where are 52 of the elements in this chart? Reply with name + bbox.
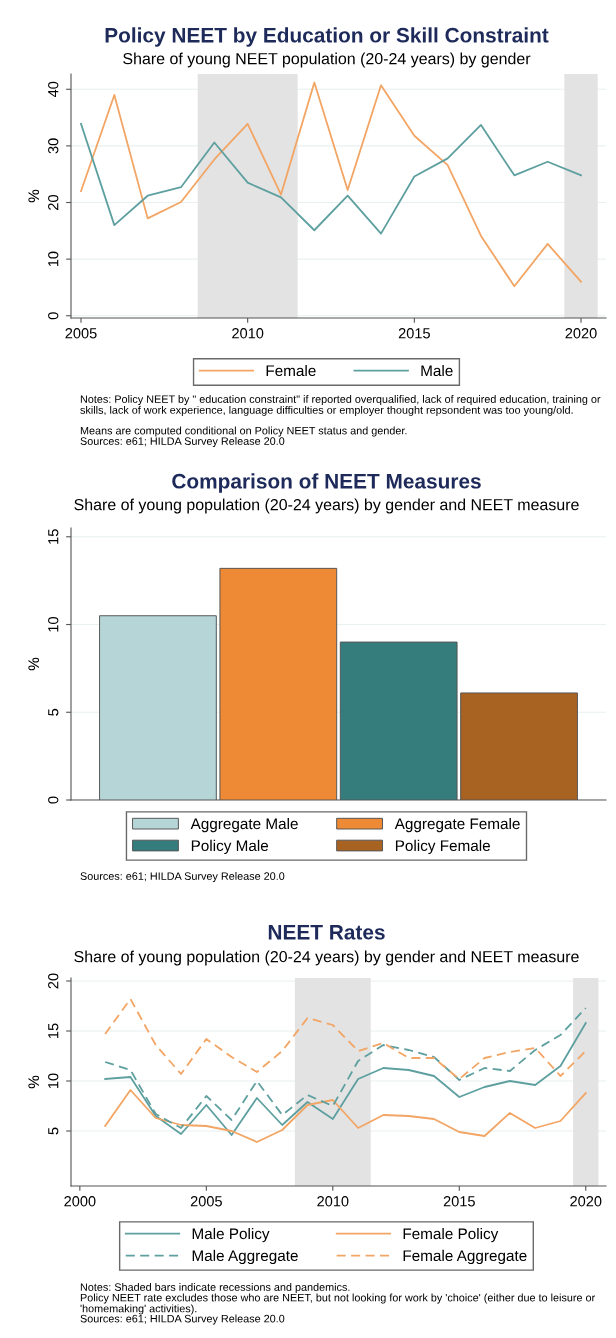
x-tick-label: 2015 xyxy=(443,1196,475,1207)
legend-label: Aggregate Female xyxy=(394,817,520,833)
chart-title: Policy NEET by Education or Skill Constraint xyxy=(105,27,549,47)
chart-title: Comparison of NEET Measures xyxy=(172,473,481,493)
y-tick-label: 10 xyxy=(48,1073,59,1088)
y-tick-label: 5 xyxy=(48,708,59,716)
y-tick-label: 30 xyxy=(48,138,59,154)
line-series xyxy=(80,81,582,288)
chart-title: NEET Rates xyxy=(268,925,385,940)
y-tick-label: 0 xyxy=(48,312,59,320)
legend-label: Policy Male xyxy=(191,839,269,855)
x-tick-label: 2005 xyxy=(65,328,97,339)
x-tick-label: 2005 xyxy=(190,1196,222,1207)
legend-label: Female xyxy=(266,364,316,377)
y-tick-label: 20 xyxy=(48,973,59,989)
y-axis-title: % xyxy=(28,657,40,671)
y-tick-label: 40 xyxy=(48,81,59,98)
y-axis-title: % xyxy=(28,189,40,203)
text: Means are computed conditional on Policy NEET status and gender. xyxy=(80,426,407,437)
source-note: Sources: e61; HILDA Survey Release 20.0 xyxy=(80,1314,285,1325)
chart-subtitle: Share of young NEET population (20-24 years) by gender xyxy=(123,52,531,68)
source-note: Sources: e61; HILDA Survey Release 20.0 xyxy=(80,437,285,448)
legend-label: Policy Female xyxy=(395,839,490,855)
legend-label: Male xyxy=(421,364,453,377)
chart-subtitle: Share of young population (20-24 years) by gender and NEET measure xyxy=(74,950,579,966)
y-tick-label: 15 xyxy=(48,529,59,544)
text: Notes: Policy NEET by " education constraint" if reported overqualified, lack of required education, training or skills, lack of work experience, language difficulties or employer thought repsondent was too young/old. xyxy=(80,395,601,416)
x-tick-label: 2020 xyxy=(565,328,597,339)
source-note: Sources: e61; HILDA Survey Release 20.0 xyxy=(80,872,285,883)
text: Policy NEET rate excludes those who are NEET, but not looking for work by 'choice' (either due to leisure or 'homemaking' activities). xyxy=(80,1293,595,1315)
legend-label: Male Policy xyxy=(192,1227,270,1243)
y-tick-label: 0 xyxy=(48,796,59,804)
legend-label: Aggregate Male xyxy=(190,817,298,833)
line-series xyxy=(80,122,582,235)
x-tick-label: 2000 xyxy=(64,1196,96,1207)
y-axis-title: % xyxy=(28,1075,40,1089)
x-tick-label: 2020 xyxy=(570,1196,602,1207)
chart-subtitle: Share of young population (20-24 years) by gender and NEET measure xyxy=(74,498,579,514)
x-tick-label: 2015 xyxy=(398,328,430,339)
y-tick-label: 10 xyxy=(48,251,59,267)
y-tick-label: 10 xyxy=(48,616,59,632)
y-tick-label: 15 xyxy=(48,1023,59,1038)
legend-label: Female Policy xyxy=(403,1227,499,1243)
legend-label: Male Aggregate xyxy=(192,1249,298,1265)
text: Notes: Shaded bars indicate recessions and pandemics. xyxy=(80,1283,350,1294)
x-tick-label: 2010 xyxy=(317,1196,349,1207)
y-tick-label: 5 xyxy=(48,1127,59,1135)
legend-label: Female Aggregate xyxy=(403,1249,527,1265)
x-tick-label: 2010 xyxy=(232,328,264,339)
line-series xyxy=(104,1089,587,1143)
line-series xyxy=(104,998,587,1080)
y-tick-label: 20 xyxy=(48,194,59,210)
